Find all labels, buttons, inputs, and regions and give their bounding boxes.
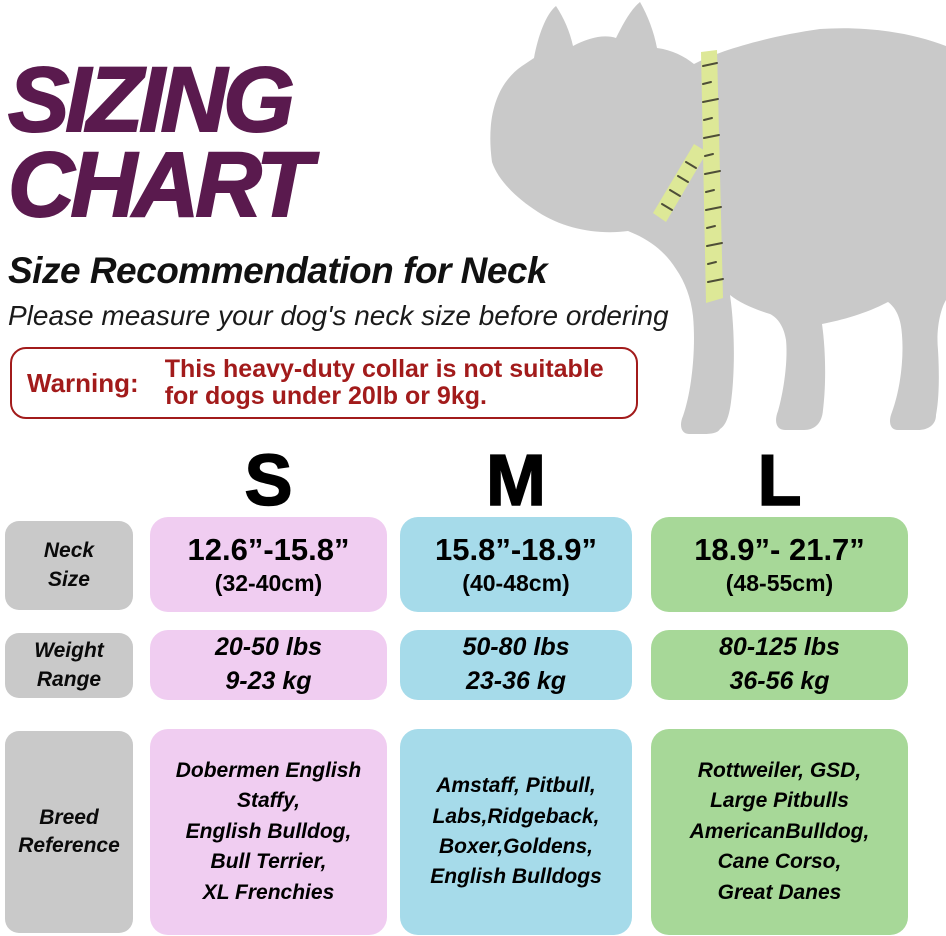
weight-kg-s: 9-23 kg xyxy=(225,667,312,695)
breed-reference-cell-m: Amstaff, Pitbull, Labs,Ridgeback, Boxer,… xyxy=(400,729,632,935)
page-title-line1: SIZING xyxy=(7,49,296,151)
page-title: SIZING CHART xyxy=(7,49,313,236)
neck-size-cell-s: 12.6”-15.8” (32-40cm) xyxy=(150,517,387,612)
measuring-tape-collar xyxy=(653,144,707,222)
weight-lbs-l: 80-125 lbs xyxy=(719,633,840,662)
neck-size-cm-s: (32-40cm) xyxy=(214,570,323,596)
weight-range-cell-m: 50-80 lbs 23-36 kg xyxy=(400,630,632,700)
neck-size-cm-m: (40-48cm) xyxy=(462,570,570,596)
subtitle: Size Recommendation for Neck xyxy=(8,250,548,291)
weight-range-cell-s: 20-50 lbs 9-23 kg xyxy=(150,630,387,700)
warning-box: Warning: This heavy-duty collar is not s… xyxy=(10,347,638,419)
column-header-m: M xyxy=(485,441,546,521)
warning-message: This heavy-duty collar is not suitable f… xyxy=(164,354,604,410)
neck-size-cell-l: 18.9”- 21.7” (48-55cm) xyxy=(651,517,908,612)
row-label-breed-reference: Breed Reference xyxy=(5,731,133,933)
breeds-l: Rottweiler, GSD, Large Pitbulls American… xyxy=(689,758,870,904)
neck-size-cell-m: 15.8”-18.9” (40-48cm) xyxy=(400,517,632,612)
neck-size-cm-l: (48-55cm) xyxy=(725,570,834,596)
breed-reference-cell-l: Rottweiler, GSD, Large Pitbulls American… xyxy=(651,729,908,935)
neck-size-inches-m: 15.8”-18.9” xyxy=(435,532,597,567)
measuring-tape-end xyxy=(701,50,723,303)
breeds-m: Amstaff, Pitbull, Labs,Ridgeback, Boxer,… xyxy=(430,774,602,889)
weight-kg-m: 23-36 kg xyxy=(465,667,567,695)
column-header-s: S xyxy=(244,441,294,521)
warning-label: Warning: xyxy=(27,367,139,398)
weight-kg-l: 36-56 kg xyxy=(729,667,830,695)
neck-size-inches-l: 18.9”- 21.7” xyxy=(694,532,865,567)
weight-range-cell-l: 80-125 lbs 36-56 kg xyxy=(651,630,908,700)
breeds-s: Dobermen English Staffy, English Bulldog… xyxy=(175,758,362,904)
page-title-line2: CHART xyxy=(7,134,313,236)
row-label-neck-size: Neck Size xyxy=(5,521,133,610)
dog-illustration xyxy=(470,0,946,450)
neck-size-inches-s: 12.6”-15.8” xyxy=(187,532,350,567)
measure-note: Please measure your dog's neck size befo… xyxy=(8,300,669,331)
column-header-l: L xyxy=(757,441,802,521)
row-label-weight-range: Weight Range xyxy=(5,633,133,698)
tape-tick-marks xyxy=(661,62,724,283)
breed-reference-cell-s: Dobermen English Staffy, English Bulldog… xyxy=(150,729,387,935)
weight-lbs-m: 50-80 lbs xyxy=(462,633,570,662)
weight-lbs-s: 20-50 lbs xyxy=(214,633,322,662)
dog-silhouette-svg xyxy=(490,2,946,434)
